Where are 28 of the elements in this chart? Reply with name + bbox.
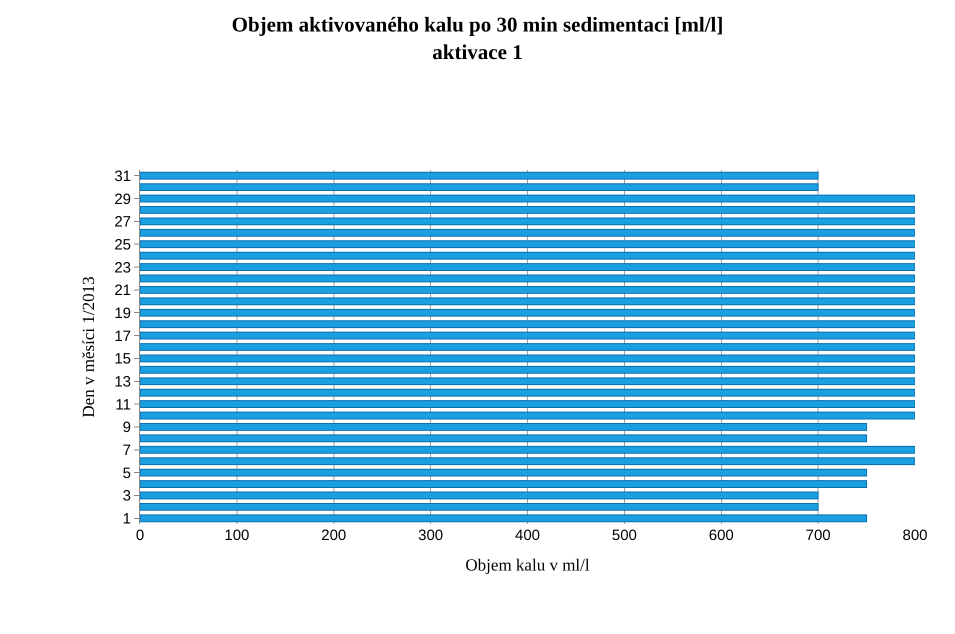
x-tick-label: 300 (418, 527, 444, 544)
y-tick-label: 11 (115, 396, 131, 414)
y-tick-label: 23 (114, 259, 131, 276)
x-tick-label: 700 (806, 527, 831, 544)
x-axis-title: Objem kalu v ml/l (465, 555, 590, 574)
x-tick-label: 400 (514, 527, 540, 544)
y-tick-label: 21 (114, 282, 131, 300)
x-tick-label: 200 (321, 527, 346, 544)
y-tick-label: 9 (122, 419, 131, 436)
y-tick-label: 29 (114, 190, 131, 208)
y-tick-label: 19 (114, 304, 131, 322)
y-tick-label: 1 (122, 510, 131, 528)
y-tick-label: 15 (114, 350, 131, 368)
y-tick-label: 13 (114, 374, 131, 391)
y-tick-label: 3 (122, 488, 131, 505)
y-axis-title: Den v měsíci 1/2013 (78, 276, 98, 418)
x-tick-label: 100 (224, 527, 250, 544)
x-tick-label: 600 (708, 527, 734, 544)
y-tick-label: 7 (122, 442, 131, 460)
chart-title: Objem aktivovaného kalu po 30 min sedimentaci [ml/l] aktivace 1 (232, 12, 724, 64)
x-tick-label: 800 (902, 527, 928, 544)
y-tick-label: 25 (114, 236, 131, 254)
y-tick-label: 5 (122, 464, 131, 482)
y-tick-label: 31 (114, 168, 131, 185)
y-tick-label: 27 (114, 214, 131, 231)
y-tick-label: 17 (114, 328, 131, 345)
x-tick-label: 500 (612, 527, 637, 544)
x-tick-label: 0 (136, 527, 144, 544)
